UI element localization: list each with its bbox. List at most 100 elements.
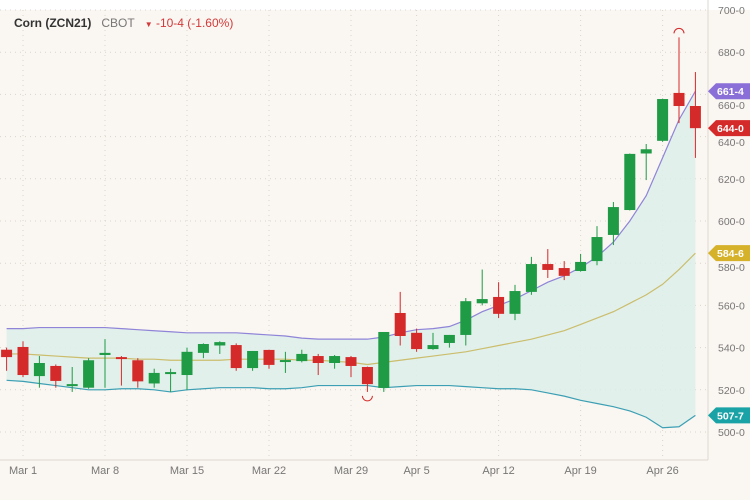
candle-body bbox=[640, 149, 652, 154]
candle-mar-19 bbox=[247, 350, 259, 371]
candle-mar-16 bbox=[197, 343, 209, 359]
y-tick-label: 580-0 bbox=[718, 262, 745, 274]
candle-apr-12 bbox=[493, 282, 505, 319]
candle-feb-26 bbox=[1, 347, 13, 371]
candle-body bbox=[411, 332, 423, 350]
price-tag-label: 644-0 bbox=[717, 123, 744, 135]
candle-body bbox=[591, 237, 603, 262]
candle-body bbox=[148, 372, 160, 384]
x-tick-label: Mar 8 bbox=[91, 465, 119, 477]
candle-body bbox=[99, 352, 111, 355]
candle-body bbox=[345, 357, 357, 366]
candle-body bbox=[558, 268, 570, 276]
exchange-label: CBOT bbox=[101, 16, 135, 30]
candle-apr-7 bbox=[443, 334, 455, 348]
candle-body bbox=[181, 351, 193, 376]
candle-body bbox=[329, 356, 341, 364]
last-price-tag: 644-0 bbox=[708, 120, 750, 137]
candle-body bbox=[279, 360, 291, 363]
x-tick-label: Apr 19 bbox=[564, 465, 596, 477]
candle-body bbox=[689, 106, 701, 129]
y-tick-label: 680-0 bbox=[718, 47, 745, 59]
price-tag-label: 661-4 bbox=[717, 86, 744, 98]
candle-apr-23 bbox=[640, 143, 652, 181]
x-tick-label: Mar 15 bbox=[170, 465, 204, 477]
candle-body bbox=[624, 153, 636, 211]
lower-band-tag: 507-7 bbox=[708, 407, 750, 424]
candle-mar-8 bbox=[99, 339, 111, 388]
candle-apr-20 bbox=[591, 226, 603, 266]
price-tag-shape bbox=[708, 407, 750, 424]
candle-body bbox=[476, 299, 488, 304]
candle-body bbox=[83, 360, 95, 388]
candle-apr-19 bbox=[575, 253, 587, 272]
x-tick-label: Apr 26 bbox=[646, 465, 678, 477]
candle-body bbox=[509, 291, 521, 314]
candle-body bbox=[296, 353, 308, 362]
candle-mar-23 bbox=[279, 351, 291, 373]
y-tick-label: 700-0 bbox=[718, 5, 745, 17]
price-tag-shape bbox=[708, 120, 750, 137]
candle-mar-18 bbox=[230, 343, 242, 371]
candle-body bbox=[50, 365, 62, 381]
candle-mar-22 bbox=[263, 349, 275, 369]
chart-header: Corn (ZCN21) CBOT ▼ -10-4 (-1.60%) bbox=[14, 16, 233, 30]
x-tick-label: Apr 5 bbox=[403, 465, 429, 477]
candle-apr-22 bbox=[624, 153, 636, 211]
candle-apr-1 bbox=[394, 291, 406, 346]
y-tick-label: 660-0 bbox=[718, 100, 745, 112]
candle-apr-8 bbox=[460, 298, 472, 346]
candle-body bbox=[132, 360, 144, 382]
candle-body bbox=[214, 342, 226, 346]
candle-body bbox=[165, 372, 177, 375]
candle-body bbox=[657, 99, 669, 141]
price-tag-label: 507-7 bbox=[717, 410, 744, 422]
candle-body bbox=[378, 331, 390, 388]
candle-body bbox=[197, 344, 209, 353]
candle-mar-17 bbox=[214, 341, 226, 354]
candle-body bbox=[542, 264, 554, 270]
candle-apr-16 bbox=[558, 261, 570, 281]
candle-body bbox=[575, 261, 587, 272]
y-tick-label: 640-0 bbox=[718, 137, 745, 149]
candle-body bbox=[312, 356, 324, 364]
candle-apr-5 bbox=[411, 328, 423, 352]
candle-mar-11 bbox=[148, 368, 160, 388]
y-tick-label: 520-0 bbox=[718, 385, 745, 397]
candle-mar-31 bbox=[378, 331, 390, 392]
candle-body bbox=[33, 363, 45, 377]
candle-mar-10 bbox=[132, 358, 144, 388]
candle-body bbox=[230, 345, 242, 369]
candle-mar-9 bbox=[115, 356, 127, 386]
x-tick-label: Apr 12 bbox=[482, 465, 514, 477]
x-tick-label: Mar 22 bbox=[252, 465, 286, 477]
y-tick-label: 600-0 bbox=[718, 216, 745, 228]
candle-body bbox=[443, 334, 455, 343]
candle-body bbox=[66, 384, 78, 387]
candle-apr-21 bbox=[607, 202, 619, 246]
candle-body bbox=[525, 264, 537, 292]
candle-body bbox=[247, 350, 259, 369]
candle-body bbox=[427, 345, 439, 350]
candle-apr-6 bbox=[427, 332, 439, 350]
candle-mar-15 bbox=[181, 347, 193, 390]
candle-mar-12 bbox=[165, 368, 177, 392]
candle-apr-27 bbox=[673, 37, 685, 124]
candle-mar-3 bbox=[50, 364, 62, 388]
bollinger-lower-line bbox=[6, 379, 696, 429]
candle-mar-1 bbox=[17, 341, 29, 378]
x-tick-label: Mar 1 bbox=[9, 465, 37, 477]
candle-apr-26 bbox=[657, 98, 669, 142]
bollinger-band-fill bbox=[6, 91, 696, 428]
candle-apr-13 bbox=[509, 284, 521, 321]
candle-apr-9 bbox=[476, 269, 488, 306]
triangle-down-icon: ▼ bbox=[144, 20, 153, 29]
candle-apr-28 bbox=[689, 72, 701, 158]
candle-mar-5 bbox=[83, 358, 95, 389]
y-tick-label: 620-0 bbox=[718, 174, 745, 186]
candle-body bbox=[394, 312, 406, 336]
price-tag-shape bbox=[708, 245, 750, 262]
price-tag-shape bbox=[708, 83, 750, 100]
upper-band-tag: 661-4 bbox=[708, 83, 750, 100]
